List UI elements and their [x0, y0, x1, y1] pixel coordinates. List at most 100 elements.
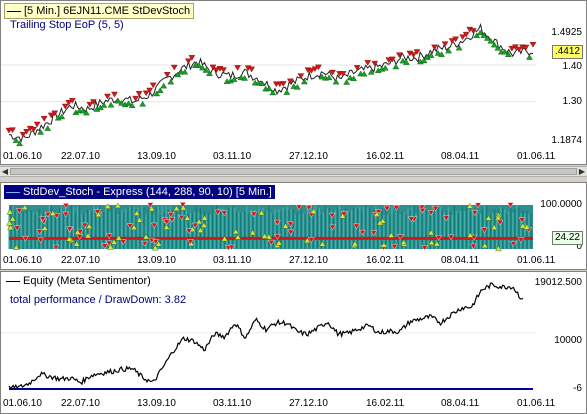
buy-marker	[351, 240, 359, 247]
sell-marker	[146, 87, 154, 94]
sell-marker	[522, 44, 530, 51]
sell-marker	[142, 90, 150, 97]
equity-plot[interactable]	[1, 272, 536, 400]
sell-marker	[287, 229, 295, 236]
buy-marker	[95, 211, 102, 217]
sell-marker	[22, 235, 29, 242]
sell-marker	[188, 55, 196, 61]
sell-marker	[68, 97, 76, 104]
sell-marker	[396, 52, 403, 59]
sell-marker	[459, 34, 467, 41]
buy-marker	[136, 217, 143, 223]
buy-marker	[301, 78, 308, 85]
x-tick-label: 13.09.10	[137, 398, 176, 409]
buy-marker	[65, 235, 73, 242]
sell-marker	[507, 202, 514, 208]
buy-marker	[350, 75, 357, 82]
buy-marker	[163, 224, 170, 230]
sell-marker	[105, 240, 113, 247]
buy-marker	[373, 211, 380, 217]
x-tick-label: 01.06.11	[517, 398, 556, 409]
sell-marker	[517, 237, 525, 244]
sell-marker	[267, 239, 275, 246]
sell-marker	[47, 112, 55, 119]
buy-marker	[434, 50, 442, 56]
sell-marker	[214, 209, 222, 216]
sell-marker	[170, 64, 178, 71]
buy-marker	[153, 90, 161, 97]
buy-marker	[494, 44, 502, 51]
buy-marker	[258, 80, 266, 87]
current-price-badge: .4412	[551, 45, 583, 59]
buy-marker	[107, 101, 115, 108]
buy-marker	[343, 79, 350, 85]
x-tick-label: 03.11.10	[213, 151, 252, 162]
sell-marker	[442, 215, 450, 222]
sell-marker	[419, 207, 426, 214]
sell-marker	[364, 60, 372, 66]
buy-marker	[367, 68, 375, 75]
sell-marker	[431, 44, 438, 51]
x-tick-label: 13.09.10	[137, 255, 176, 266]
buy-marker	[12, 137, 20, 143]
buy-marker	[438, 51, 445, 57]
sell-marker	[421, 245, 429, 251]
sell-marker	[470, 243, 477, 250]
buy-marker	[318, 73, 326, 80]
sell-marker	[44, 211, 52, 218]
buy-marker	[16, 140, 23, 147]
price-series-line	[8, 22, 534, 143]
sell-marker	[163, 219, 171, 226]
sell-marker	[305, 205, 313, 211]
buy-marker	[58, 113, 66, 120]
buy-marker	[142, 233, 150, 240]
horizontal-scrollbar[interactable]: ◀ ▶	[0, 166, 587, 177]
sell-marker	[15, 208, 23, 214]
buy-marker	[387, 232, 395, 238]
buy-marker	[523, 224, 531, 230]
oscillator-plot[interactable]	[1, 183, 536, 259]
performance-note: total performance / DrawDown: 3.82	[10, 294, 187, 306]
equity-y-tick: 10000	[554, 335, 582, 346]
buy-marker	[269, 89, 277, 96]
trailing-stop-label[interactable]: Trailing Stop EoP (5, 5)	[10, 19, 124, 31]
sell-marker	[228, 244, 235, 251]
sell-marker	[328, 212, 336, 219]
equity-panel-title[interactable]: Equity (Meta Sentimentor)	[4, 274, 154, 288]
sell-marker	[418, 204, 426, 211]
buy-marker	[195, 218, 203, 225]
scroll-thumb[interactable]	[10, 168, 577, 175]
buy-marker	[519, 222, 527, 229]
price-panel-title[interactable]: [5 Min.] 6EJN11.CME StDevStoch	[4, 3, 195, 19]
buy-marker	[200, 222, 208, 228]
buy-marker	[206, 70, 213, 77]
buy-marker	[400, 239, 408, 245]
sell-marker	[191, 222, 199, 229]
sell-marker	[135, 91, 143, 97]
buy-marker	[104, 203, 112, 209]
sell-marker	[462, 31, 470, 38]
scroll-left-icon[interactable]: ◀	[1, 167, 9, 176]
sell-marker	[30, 126, 37, 133]
sell-marker	[248, 66, 256, 73]
buy-marker	[181, 68, 189, 75]
buy-marker	[505, 51, 512, 57]
sell-marker	[9, 127, 16, 134]
x-tick-label: 16.02.11	[366, 151, 405, 162]
oscillator-panel-title[interactable]: StdDev_Stoch - Express (144, 288, 90, 10…	[4, 185, 275, 199]
price-y-tick: 1.1874	[551, 135, 582, 146]
x-tick-label: 27.12.10	[289, 151, 328, 162]
buy-marker	[332, 78, 340, 85]
sell-marker	[234, 65, 241, 71]
buy-marker	[83, 109, 90, 116]
buy-marker	[427, 52, 435, 58]
sell-marker	[307, 237, 315, 243]
buy-marker	[445, 47, 452, 54]
buy-marker	[473, 32, 481, 39]
x-tick-label: 27.12.10	[289, 255, 328, 266]
price-plot[interactable]	[1, 1, 536, 153]
sell-marker	[39, 216, 47, 222]
buy-marker	[427, 229, 435, 236]
scroll-right-icon[interactable]: ▶	[578, 167, 586, 176]
sell-marker	[447, 234, 455, 241]
